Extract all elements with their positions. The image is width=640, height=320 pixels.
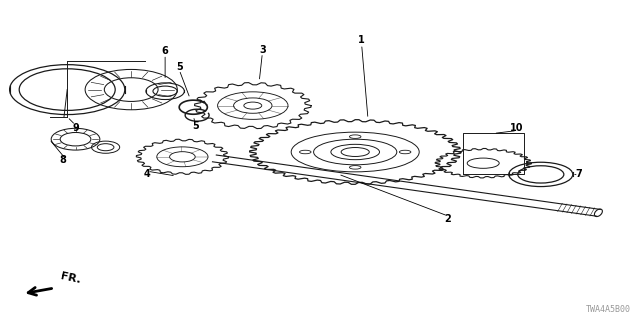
Text: 4: 4 (144, 169, 150, 180)
Text: 5: 5 (192, 121, 198, 132)
Text: 2: 2 (445, 214, 451, 224)
Text: 1: 1 (358, 35, 365, 45)
Text: 6: 6 (162, 46, 168, 56)
Text: FR.: FR. (60, 271, 82, 285)
Text: 7: 7 (576, 169, 582, 180)
Text: 8: 8 (60, 155, 66, 165)
Text: 9: 9 (72, 123, 79, 133)
Text: 5: 5 (176, 62, 182, 72)
Text: TWA4A5B00: TWA4A5B00 (586, 305, 630, 314)
Text: 3: 3 (259, 44, 266, 55)
Text: 10: 10 (510, 123, 524, 133)
